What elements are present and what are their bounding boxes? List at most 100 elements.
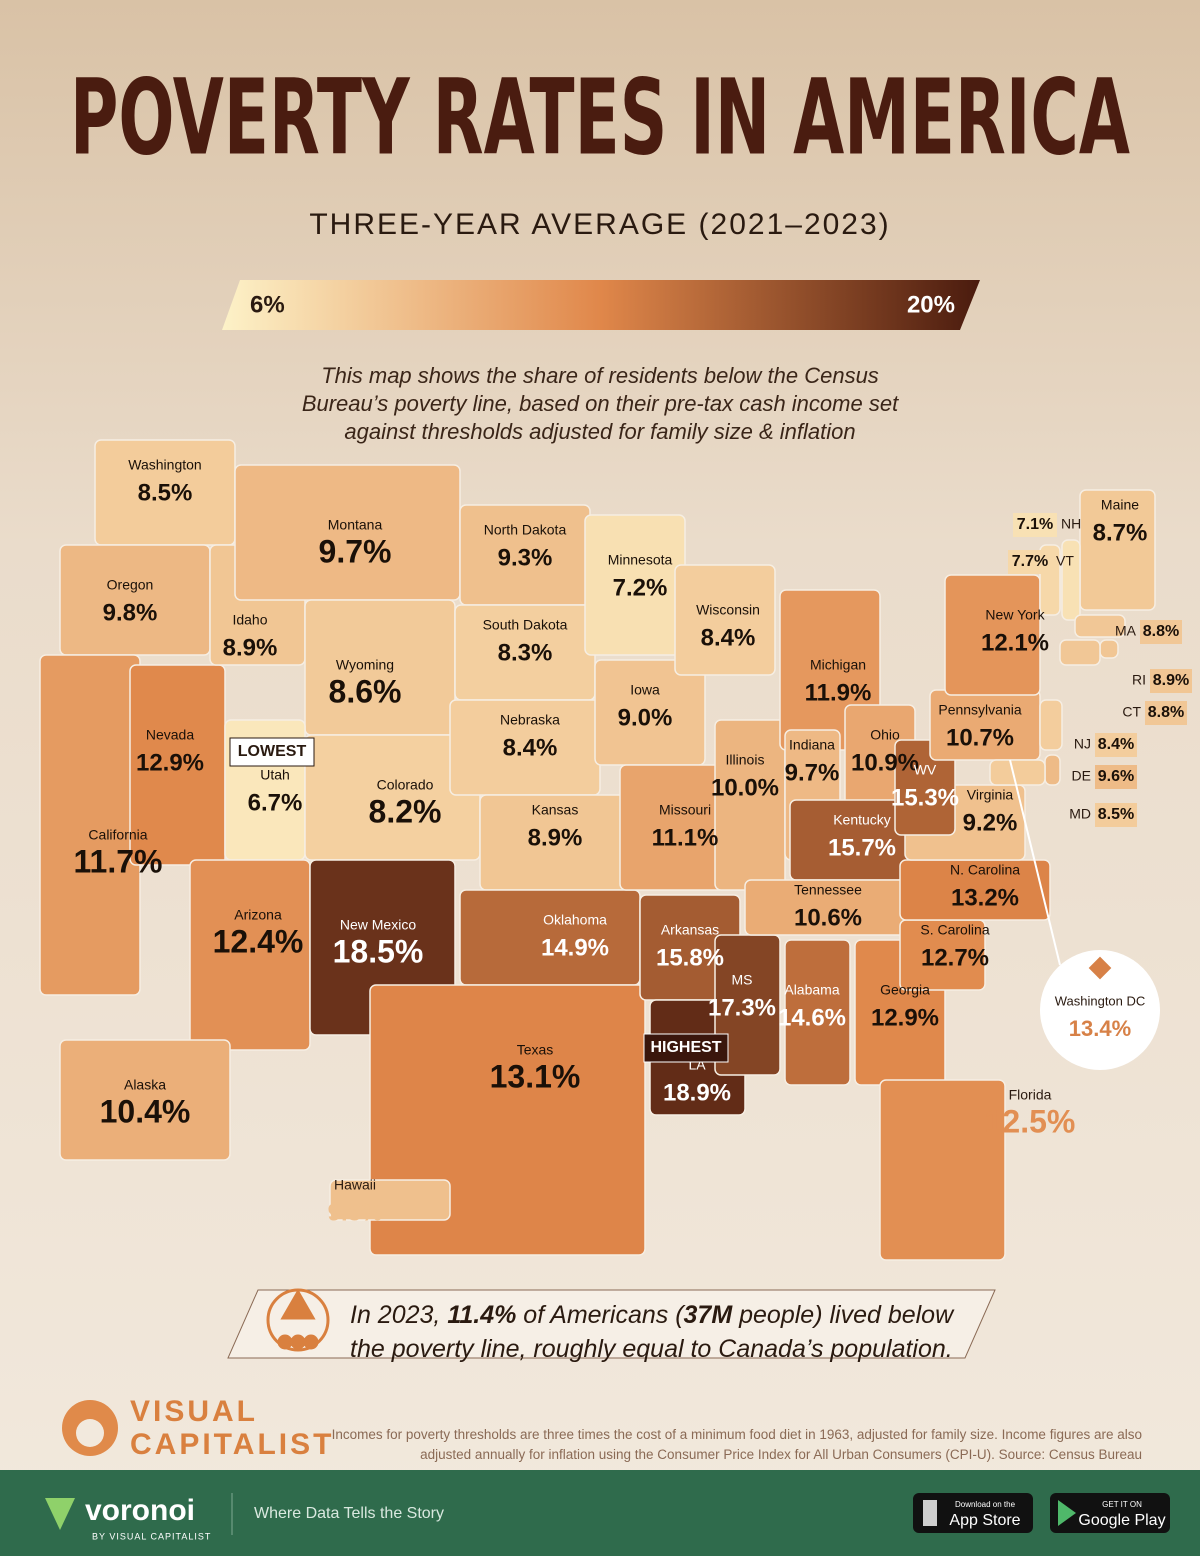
state-value: 15.8%	[656, 944, 724, 971]
state-name: Indiana	[789, 737, 835, 753]
state-value: 12.1%	[981, 629, 1049, 656]
state-value: 8.4%	[701, 624, 756, 651]
state-name: MD	[1069, 806, 1091, 822]
state-name: Idaho	[232, 612, 267, 628]
state-name: MA	[1115, 623, 1137, 639]
state	[59, 1039, 231, 1161]
state	[1039, 699, 1063, 751]
state-value: 18.9%	[663, 1079, 731, 1106]
state-value: 13.1%	[490, 1058, 581, 1094]
state-value: 9.7%	[319, 533, 392, 569]
states	[39, 439, 1160, 1261]
value-box	[1140, 620, 1182, 644]
state	[1044, 754, 1061, 786]
state-value: 9.0%	[618, 704, 673, 731]
state-name: Minnesota	[608, 552, 673, 568]
callout-text: people) lived below the poverty line, ro…	[350, 1301, 954, 1363]
state-value: 12.9%	[136, 749, 204, 776]
tagline: Where Data Tells the Story	[254, 1505, 444, 1522]
value-box	[1145, 701, 1187, 725]
state-value: 14.6%	[778, 1004, 846, 1031]
play-icon	[1058, 1500, 1076, 1526]
state-value: 11.7%	[74, 843, 163, 879]
title: POVERTY RATES IN AMERICA	[70, 56, 1130, 178]
state-name: VT	[1056, 553, 1074, 569]
state	[944, 574, 1041, 696]
state-value: 8.8%	[1143, 623, 1179, 640]
brand-line1: VISUAL	[130, 1395, 258, 1428]
state-name: New Mexico	[340, 917, 416, 933]
state-name: Michigan	[810, 657, 866, 673]
state-name: NH	[1061, 516, 1081, 532]
state-name: WV	[914, 762, 937, 778]
callout-icon	[266, 1288, 330, 1352]
state-value: 8.4%	[503, 734, 558, 761]
state-value: 10.9%	[851, 749, 919, 776]
state-name: Nevada	[146, 727, 194, 743]
state-name: Oklahoma	[543, 912, 607, 928]
state-value: 8.4%	[1098, 736, 1134, 753]
state-value: 10.6%	[794, 904, 862, 931]
state-name: Nebraska	[500, 712, 560, 728]
google-play-button[interactable]	[1050, 1493, 1170, 1533]
state-name: Kansas	[532, 802, 579, 818]
callout-text: In 2023,	[350, 1301, 448, 1329]
state-name: Virginia	[967, 787, 1014, 803]
state	[894, 739, 956, 836]
description: This map shows the share of residents be…	[301, 363, 899, 444]
value-box	[1095, 733, 1137, 757]
state-name: Georgia	[880, 982, 930, 998]
state-value: 7.1%	[1017, 516, 1053, 533]
state-name: Arkansas	[661, 922, 719, 938]
state-name: Missouri	[659, 802, 711, 818]
state	[1088, 956, 1112, 980]
state-name: Colorado	[377, 777, 434, 793]
state-name: MS	[732, 972, 753, 988]
state-name: Alabama	[784, 982, 839, 998]
state	[1074, 614, 1126, 638]
subtitle: THREE-YEAR AVERAGE (2021–2023)	[309, 208, 890, 241]
voronoi-icon	[45, 1498, 75, 1530]
annotation: HIGHEST	[650, 1039, 721, 1056]
state-name: Florida	[1009, 1087, 1052, 1103]
state-value: 10.0%	[711, 774, 779, 801]
state-name: Montana	[328, 517, 383, 533]
state-name: Illinois	[726, 752, 765, 768]
state-value: 8.9%	[1153, 672, 1189, 689]
value-box	[1095, 803, 1137, 827]
state-name: Utah	[260, 767, 290, 783]
annotation-box	[229, 737, 315, 767]
state-name: North Dakota	[484, 522, 567, 538]
callout-box	[227, 1289, 996, 1359]
state-value: 8.6%	[329, 673, 402, 709]
state-name: Oregon	[107, 577, 154, 593]
app-store-button[interactable]	[913, 1493, 1033, 1533]
brand-line2: CAPITALIST	[130, 1428, 334, 1461]
state-name: New York	[985, 607, 1045, 623]
footnote: Incomes for poverty thresholds are three…	[331, 1427, 1142, 1462]
state-value: 8.9%	[223, 634, 278, 661]
footer-logo-sub: BY VISUAL CAPITALIST	[92, 1531, 211, 1541]
state-name: NJ	[1074, 736, 1091, 752]
state-name: RI	[1132, 672, 1146, 688]
state-value: 12.7%	[921, 944, 989, 971]
state	[1059, 639, 1101, 666]
state-value: 13.4%	[1069, 1016, 1131, 1041]
annotation-box	[643, 1033, 729, 1063]
state-value: 12.5%	[985, 1103, 1076, 1139]
value-box	[1013, 513, 1057, 537]
state	[329, 1179, 451, 1221]
state-value: 14.9%	[541, 934, 609, 961]
state-value: 8.3%	[498, 639, 553, 666]
state-name: DE	[1072, 768, 1091, 784]
state-name: South Dakota	[483, 617, 568, 633]
state-value: 15.3%	[891, 784, 959, 811]
state-value: 10.7%	[946, 724, 1014, 751]
state-value: 9.6%	[1098, 768, 1134, 785]
value-box	[1008, 550, 1052, 574]
app-store-small: Download on the	[955, 1500, 1016, 1509]
dc-pointer	[1009, 759, 1061, 966]
